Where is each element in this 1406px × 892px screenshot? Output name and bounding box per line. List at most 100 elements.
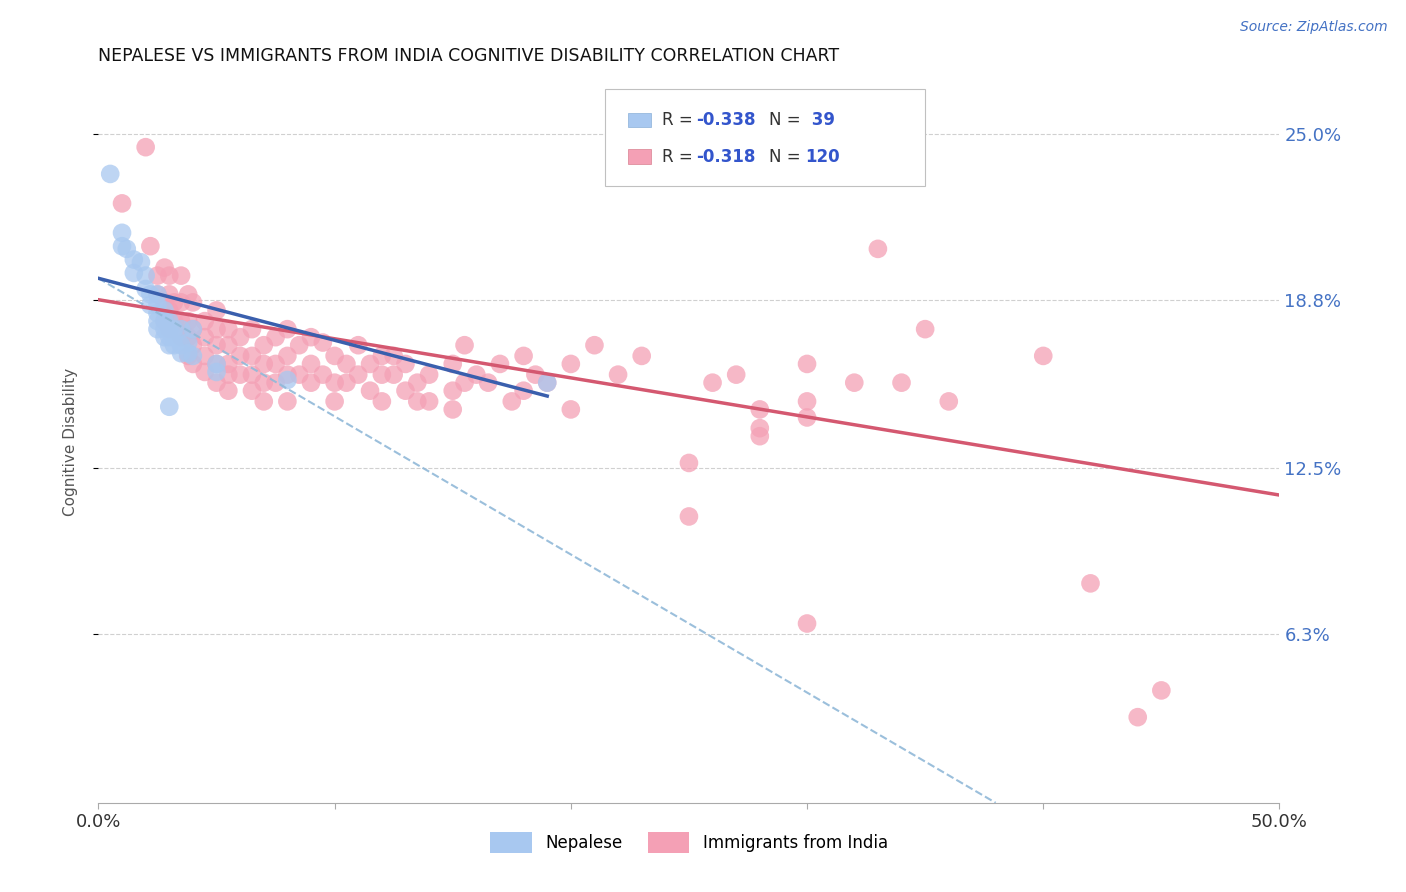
Point [796,410,818,425]
Point [748,402,770,417]
Point [170,295,193,310]
Point [111,226,134,240]
Point [229,368,252,382]
Point [146,306,169,320]
Point [163,338,186,352]
Point [1126,710,1149,724]
Point [276,373,298,387]
Point [229,330,252,344]
Point [217,338,239,352]
Point [177,287,200,301]
Point [253,394,276,409]
Point [177,346,200,360]
Point [157,303,180,318]
Point [288,368,311,382]
Point [205,338,228,352]
Point [371,349,394,363]
Point [194,314,217,328]
Text: 120: 120 [806,147,841,166]
Point [382,349,405,363]
Point [748,429,770,443]
Point [122,266,145,280]
Point [560,402,582,417]
Legend: Nepalese, Immigrants from India: Nepalese, Immigrants from India [484,826,894,860]
Point [115,242,138,256]
Point [1080,576,1102,591]
Point [938,394,960,409]
Point [157,268,180,283]
Point [299,330,322,344]
Point [139,239,162,253]
Text: R =: R = [662,111,699,128]
Point [181,338,204,352]
Point [205,322,228,336]
Text: N =: N = [769,147,806,166]
Point [253,376,276,390]
Point [170,346,193,360]
Point [441,402,464,417]
Point [276,349,298,363]
Point [264,376,287,390]
Point [441,357,464,371]
Point [157,322,180,336]
Point [157,338,180,352]
Point [177,349,200,363]
Point [536,376,558,390]
Point [217,368,239,382]
Point [153,330,176,344]
Point [489,357,512,371]
Point [406,376,429,390]
Text: 39: 39 [806,111,835,128]
Point [465,368,488,382]
Point [264,357,287,371]
Text: N =: N = [769,111,806,128]
Point [678,509,700,524]
Point [382,368,405,382]
Point [441,384,464,398]
Point [146,287,169,301]
Point [153,322,176,336]
Point [453,376,475,390]
Point [135,268,157,283]
Point [111,196,134,211]
Point [583,338,606,352]
Point [153,314,176,328]
Point [181,322,204,336]
Point [170,330,193,344]
Point [163,295,186,310]
Point [560,357,582,371]
Point [630,349,652,363]
Point [205,303,228,318]
Point [146,287,169,301]
Point [157,287,180,301]
Point [844,376,866,390]
Point [111,239,134,253]
Point [157,330,180,344]
Text: -0.318: -0.318 [696,147,755,166]
Point [347,368,370,382]
Point [914,322,936,336]
Point [194,365,217,379]
Point [335,357,357,371]
Point [122,252,145,267]
Point [163,330,186,344]
Point [153,295,176,310]
Point [177,335,200,350]
Point [276,368,298,382]
Point [253,338,276,352]
Text: NEPALESE VS IMMIGRANTS FROM INDIA COGNITIVE DISABILITY CORRELATION CHART: NEPALESE VS IMMIGRANTS FROM INDIA COGNIT… [98,47,839,65]
Point [146,322,169,336]
Point [890,376,912,390]
Point [170,338,193,352]
Point [418,394,440,409]
Point [524,368,547,382]
Text: -0.338: -0.338 [696,111,755,128]
Point [153,314,176,328]
Point [217,384,239,398]
Point [177,330,200,344]
Point [394,384,416,398]
Point [135,140,157,154]
Point [276,322,298,336]
Point [139,298,162,312]
Point [796,394,818,409]
